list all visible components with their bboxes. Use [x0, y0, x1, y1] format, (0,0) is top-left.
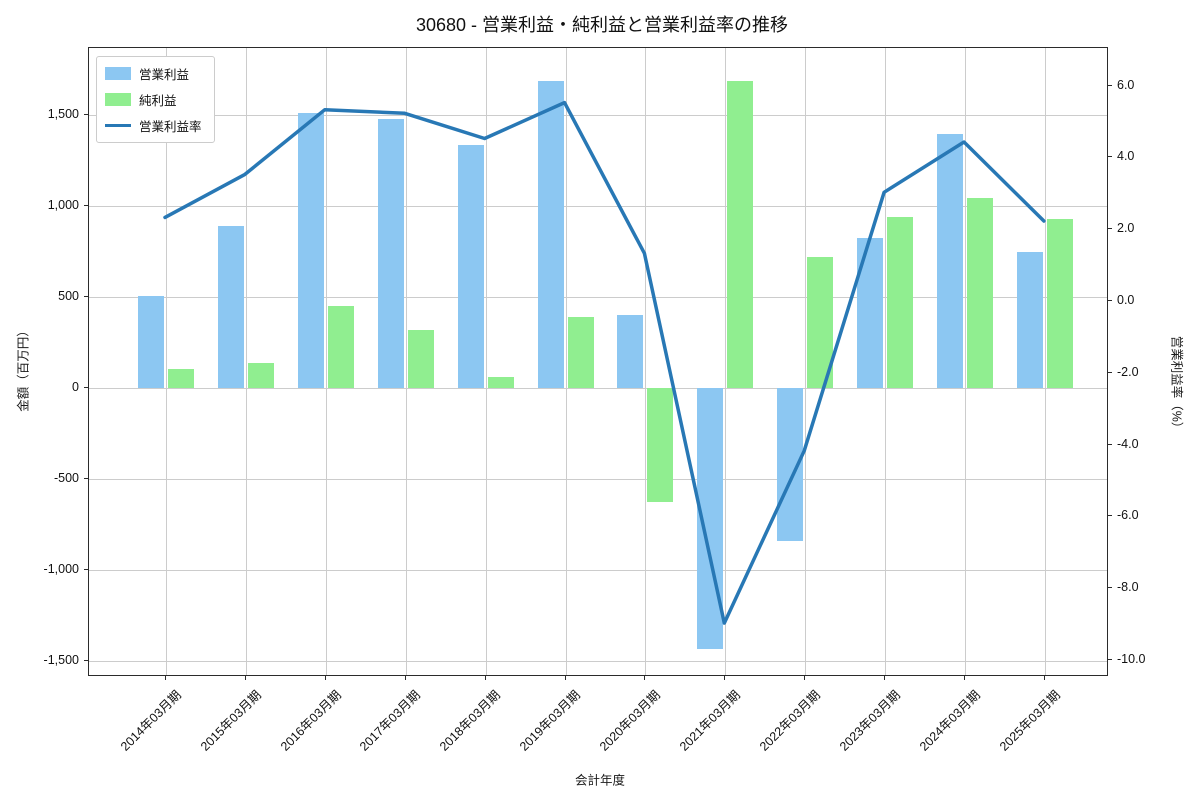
bar-営業利益 [377, 118, 404, 389]
y-tick-label-left: -1,000 [43, 562, 79, 577]
bar-純利益 [727, 80, 754, 389]
y-tick-label-right: -6.0 [1117, 508, 1139, 523]
y-tick-mark-right [1108, 443, 1112, 445]
bar-営業利益 [138, 295, 164, 389]
y-tick-mark-right [1108, 659, 1112, 660]
legend-item-operating-margin: 営業利益率 [105, 116, 202, 135]
y-tick-label-right: -4.0 [1117, 436, 1139, 451]
legend-label-operating-profit: 営業利益 [139, 68, 190, 82]
y-tick-mark-right [1108, 300, 1112, 301]
v-gridline [405, 48, 407, 675]
legend-swatch-operating-profit-icon [105, 67, 131, 80]
x-tick-mark [964, 676, 965, 680]
v-gridline [725, 48, 727, 675]
v-gridline [325, 48, 327, 675]
y-tick-label-right: 0.0 [1117, 293, 1135, 307]
h-gridline [89, 115, 1107, 117]
bar-純利益 [567, 317, 594, 389]
h-gridline [89, 297, 1107, 299]
legend-item-operating-profit: 営業利益 [105, 64, 202, 83]
v-gridline [245, 48, 247, 675]
bar-営業利益 [537, 80, 564, 389]
x-tick-mark [165, 676, 166, 680]
h-gridline [89, 388, 1107, 390]
bar-営業利益 [297, 112, 324, 389]
chart-title: 30680 - 営業利益・純利益と営業利益率の推移 [415, 15, 789, 35]
y-tick-mark-left [84, 660, 88, 662]
x-tick-mark [244, 676, 246, 680]
v-gridline [485, 48, 487, 675]
y-tick-label-right: -8.0 [1117, 580, 1139, 595]
y-tick-label-left: 1,000 [47, 198, 79, 213]
legend-swatch-net-profit-icon [105, 93, 131, 106]
v-gridline [565, 48, 567, 675]
v-gridline [805, 48, 807, 675]
bar-純利益 [247, 362, 274, 389]
v-gridline [965, 48, 966, 675]
h-gridline [89, 570, 1107, 572]
bar-営業利益 [217, 226, 244, 389]
legend: 営業利益 純利益 営業利益率 [96, 56, 215, 143]
legend-swatch-operating-margin-icon [105, 123, 131, 128]
y-tick-mark-left [84, 478, 88, 480]
x-tick-mark [484, 676, 486, 680]
y-tick-label-left: 500 [58, 289, 79, 304]
y-tick-label-right: 2.0 [1117, 221, 1135, 236]
bar-純利益 [647, 388, 674, 503]
y-tick-label-right: -2.0 [1117, 364, 1139, 379]
h-gridline [89, 206, 1107, 208]
bar-純利益 [887, 217, 914, 389]
plot-area [88, 47, 1108, 676]
y-tick-mark-left [84, 387, 88, 389]
y-tick-mark-right [1108, 84, 1112, 86]
v-gridline [166, 48, 167, 675]
x-tick-mark [644, 676, 646, 680]
x-tick-mark [724, 676, 726, 680]
y-tick-mark-right [1108, 156, 1112, 158]
bar-純利益 [168, 369, 194, 389]
y-tick-mark-left [84, 114, 88, 116]
y-tick-mark-right [1108, 228, 1112, 230]
y-tick-mark-left [84, 569, 88, 571]
bar-営業利益 [617, 314, 644, 389]
bar-純利益 [327, 305, 354, 389]
bar-純利益 [967, 198, 993, 389]
x-tick-mark [804, 676, 806, 680]
legend-label-operating-margin: 営業利益率 [139, 120, 202, 134]
bar-営業利益 [937, 133, 963, 389]
x-tick-mark [324, 676, 326, 680]
y-tick-mark-left [84, 296, 88, 298]
v-gridline [1044, 48, 1046, 675]
bar-純利益 [487, 376, 514, 389]
h-gridline [89, 661, 1107, 663]
y-tick-label-left: -1,500 [43, 653, 79, 668]
x-tick-mark [884, 676, 886, 680]
bar-営業利益 [457, 145, 484, 389]
x-tick-mark [404, 676, 406, 680]
bar-純利益 [1046, 219, 1073, 389]
y-tick-mark-left [84, 205, 88, 207]
y-tick-label-right: -10.0 [1117, 652, 1146, 666]
v-gridline [645, 48, 647, 675]
x-tick-mark [564, 676, 566, 680]
y-tick-mark-right [1108, 371, 1112, 373]
y-tick-label-left: 1,500 [47, 107, 79, 122]
h-gridline [89, 479, 1107, 481]
x-tick-mark [1043, 676, 1045, 680]
y-tick-label-left: -500 [53, 471, 79, 486]
bar-純利益 [407, 330, 434, 389]
legend-item-net-profit: 純利益 [105, 90, 202, 109]
y-tick-label-left: 0 [72, 380, 79, 395]
y-tick-mark-right [1108, 587, 1112, 589]
y-tick-mark-right [1108, 515, 1112, 517]
v-gridline [885, 48, 887, 675]
y-tick-label-right: 4.0 [1117, 149, 1135, 164]
bar-営業利益 [1016, 251, 1043, 389]
legend-label-net-profit: 純利益 [139, 94, 177, 108]
x-axis-label: 会計年度 [574, 773, 626, 788]
y-tick-label-right: 6.0 [1117, 77, 1135, 92]
